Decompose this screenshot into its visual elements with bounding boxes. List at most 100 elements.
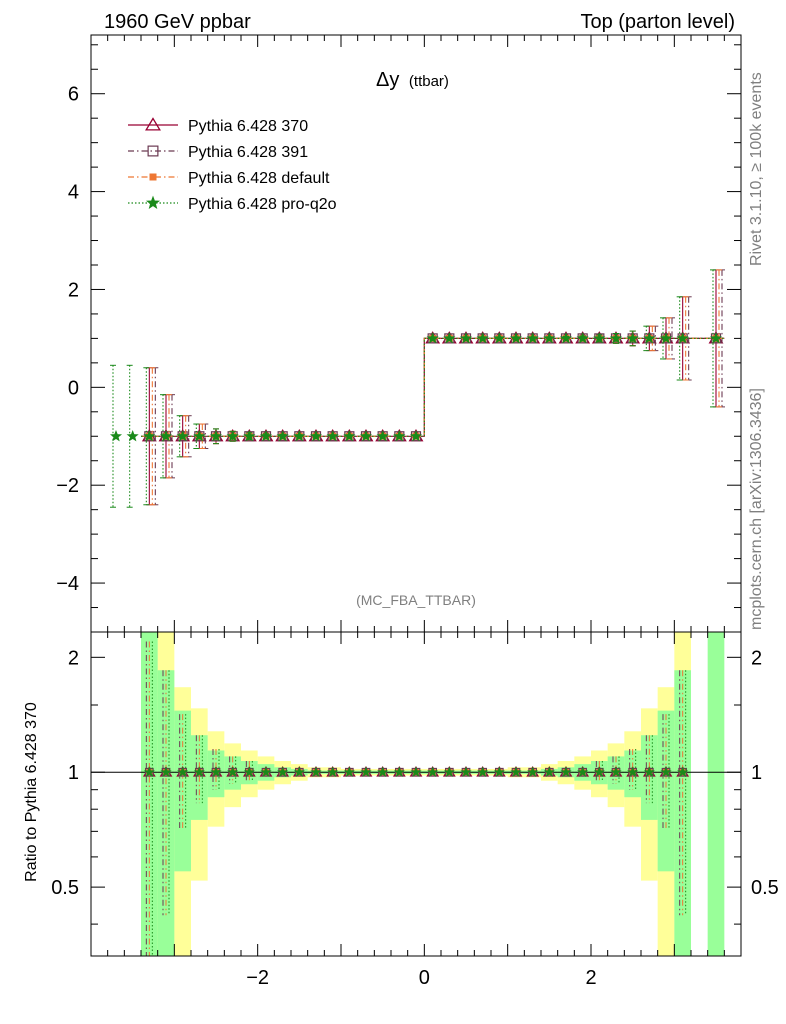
ratio-point <box>560 766 572 778</box>
data-point <box>643 332 656 344</box>
data-point <box>443 332 456 344</box>
ratio-y-tick-label-right: 2 <box>751 647 762 669</box>
ratio-point <box>593 766 605 778</box>
data-point <box>293 429 306 442</box>
ratio-point <box>427 766 439 778</box>
ratio-green-band <box>157 670 175 956</box>
series-line <box>141 337 725 437</box>
y-tick-label: −2 <box>56 475 79 497</box>
ratio-y-tick-label-left: 2 <box>68 647 79 669</box>
data-point <box>576 332 589 344</box>
ratio-point <box>343 766 355 778</box>
legend-label: Pythia 6.428 pro-q2o <box>188 196 337 213</box>
ratio-point <box>293 766 305 778</box>
data-point <box>709 332 723 344</box>
main-plot-series <box>109 269 725 508</box>
data-point <box>493 332 506 344</box>
series-line <box>141 337 725 437</box>
data-point <box>226 429 239 442</box>
legend-entry: Pythia 6.428 370 <box>128 117 308 135</box>
analysis-id: (MC_FBA_TTBAR) <box>356 592 476 608</box>
data-point <box>343 429 356 442</box>
ratio-point <box>210 766 222 778</box>
legend-entry: Pythia 6.428 391 <box>128 144 308 161</box>
data-point <box>509 332 523 344</box>
data-point <box>393 429 406 442</box>
ratio-point <box>443 766 455 778</box>
ratio-point <box>243 766 255 778</box>
data-point <box>309 429 323 442</box>
y-tick-label: 0 <box>68 377 79 399</box>
ratio-point <box>643 766 655 778</box>
legend-label: Pythia 6.428 391 <box>188 144 308 161</box>
legend-entry: Pythia 6.428 default <box>128 170 330 187</box>
data-point <box>409 429 423 442</box>
series-line <box>141 337 725 437</box>
plot-title: Δy (ttbar) <box>376 69 449 91</box>
data-point <box>243 429 256 442</box>
header-right: Top (parton level) <box>580 11 735 33</box>
legend-label: Pythia 6.428 default <box>188 170 330 187</box>
ratio-point <box>260 766 272 778</box>
data-point <box>209 429 223 442</box>
data-point <box>593 332 606 344</box>
data-point <box>426 332 439 344</box>
ratio-point <box>410 766 422 778</box>
ratio-plot-series <box>91 641 741 956</box>
legend-marker <box>145 195 161 210</box>
ratio-point <box>360 766 372 778</box>
data-point <box>176 429 189 442</box>
y-tick-label: 4 <box>68 182 79 204</box>
ratio-uncertainty-bands <box>141 632 725 956</box>
series-0 <box>141 269 725 506</box>
data-point <box>126 429 139 442</box>
ratio-y-tick-label-left: 0.5 <box>51 877 79 899</box>
ratio-point <box>660 766 672 778</box>
data-point <box>526 332 539 344</box>
header-left: 1960 GeV ppbar <box>104 11 251 33</box>
legend-marker <box>149 173 157 181</box>
ratio-y-tick-label-left: 1 <box>68 762 79 784</box>
data-point <box>259 429 273 442</box>
data-point <box>676 332 689 344</box>
ratio-point <box>177 766 189 778</box>
data-point <box>193 429 206 442</box>
data-point <box>109 429 123 442</box>
y-tick-label: −4 <box>56 573 79 595</box>
ratio-point <box>610 766 622 778</box>
ratio-point <box>543 766 555 778</box>
y-tick-label: 2 <box>68 279 79 301</box>
data-point <box>276 429 289 442</box>
legend-marker <box>145 117 161 131</box>
ratio-y-axis-label: Ratio to Pythia 6.428 370 <box>23 702 40 882</box>
data-point <box>609 332 623 344</box>
legend: Pythia 6.428 370 Pythia 6.428 391 Pythia 6… <box>128 117 337 213</box>
series-3 <box>109 269 725 508</box>
axes: −2 0 2 −4 −2 0 2 4 6 0.5 0.5 1 1 2 2 <box>51 34 779 989</box>
data-point <box>376 429 389 442</box>
ratio-point <box>510 766 522 778</box>
ratio-point <box>677 766 689 778</box>
series-line <box>141 337 725 437</box>
mcplots-label: mcplots.cern.ch [arXiv:1306.3436] <box>748 388 765 630</box>
x-tick-label: 2 <box>585 967 596 989</box>
ratio-point <box>227 766 239 778</box>
ratio-point <box>477 766 489 778</box>
series-2 <box>141 269 725 506</box>
ratio-point <box>577 766 589 778</box>
ratio-point <box>327 766 339 778</box>
ratio-y-tick-label-right: 1 <box>751 762 762 784</box>
ratio-point <box>393 766 405 778</box>
data-point <box>659 332 673 344</box>
data-point <box>559 332 573 344</box>
data-point <box>143 429 156 442</box>
x-tick-label: 0 <box>419 967 430 989</box>
x-tick-label: −2 <box>246 967 269 989</box>
ratio-point <box>377 766 389 778</box>
ratio-series-3 <box>143 641 689 956</box>
data-point <box>159 429 173 442</box>
ratio-point <box>160 766 172 778</box>
legend-entry: Pythia 6.428 pro-q2o <box>128 195 337 213</box>
ratio-point <box>143 766 155 778</box>
